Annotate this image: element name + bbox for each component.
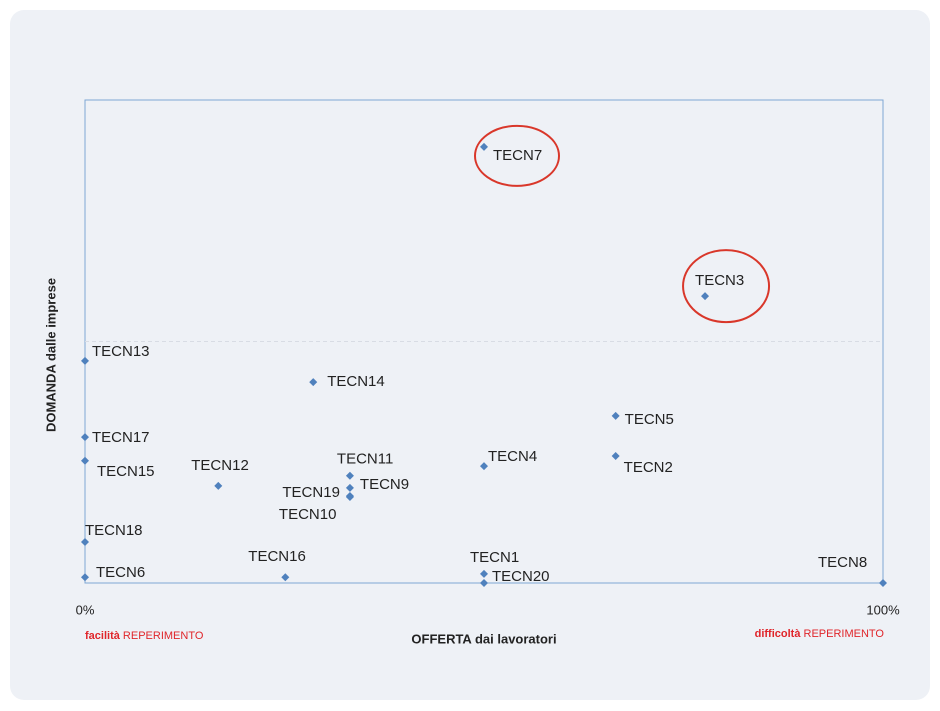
annotation-bold: difficoltà — [755, 628, 802, 640]
point-label: TECN6 — [96, 564, 145, 581]
x-tick-label: 100% — [866, 602, 900, 617]
point-label: TECN12 — [191, 457, 249, 474]
point — [81, 573, 89, 582]
x-tick-label: 0% — [76, 602, 95, 617]
point — [611, 411, 620, 420]
point — [81, 433, 89, 442]
point-label: TECN11 — [337, 451, 393, 468]
point-label: TECN4 — [488, 448, 537, 465]
point-label: TECN10 — [279, 506, 337, 523]
point-label: TECN15 — [97, 463, 155, 480]
point — [480, 569, 488, 578]
y-axis-title: DOMANDA dalle imprese — [43, 278, 58, 432]
highlight-ring — [474, 124, 560, 187]
point — [701, 292, 710, 301]
x-axis-title: OFFERTA dai lavoratori — [411, 631, 556, 646]
point-label: TECN7 — [493, 147, 542, 164]
highlight-ring — [682, 249, 771, 324]
point-label: TECN3 — [695, 272, 744, 289]
annotation-bold: facilità — [85, 630, 121, 642]
point-label: TECN8 — [818, 554, 867, 571]
point-label: TECN18 — [85, 522, 143, 539]
point-label: TECN20 — [492, 568, 550, 585]
point-label: TECN16 — [248, 548, 306, 565]
point-label: TECN1 — [470, 549, 519, 566]
point-label: TECN9 — [360, 476, 409, 493]
point — [309, 378, 318, 387]
point-label: TECN17 — [92, 429, 150, 446]
point — [345, 493, 354, 502]
point — [345, 471, 354, 480]
annotation-text: REPERIMENTO — [123, 630, 204, 642]
point-label: TECN14 — [327, 373, 385, 390]
point-label: TECN2 — [624, 459, 673, 476]
point — [879, 579, 887, 587]
point-label: TECN5 — [625, 411, 674, 428]
point — [81, 456, 89, 465]
annotation-left: facilità REPERIMENTO — [85, 630, 204, 642]
annotation-text: REPERIMENTO — [804, 628, 885, 640]
point — [81, 356, 89, 365]
point — [611, 451, 620, 460]
point — [480, 579, 488, 587]
annotation-right: difficoltà REPERIMENTO — [755, 628, 885, 640]
point — [480, 142, 488, 151]
card — [10, 10, 930, 700]
point — [345, 483, 354, 492]
point — [281, 573, 290, 582]
point — [81, 537, 89, 546]
point-label: TECN13 — [92, 343, 150, 360]
point — [214, 481, 223, 490]
point-label: TECN19 — [282, 484, 340, 501]
point — [480, 462, 488, 471]
